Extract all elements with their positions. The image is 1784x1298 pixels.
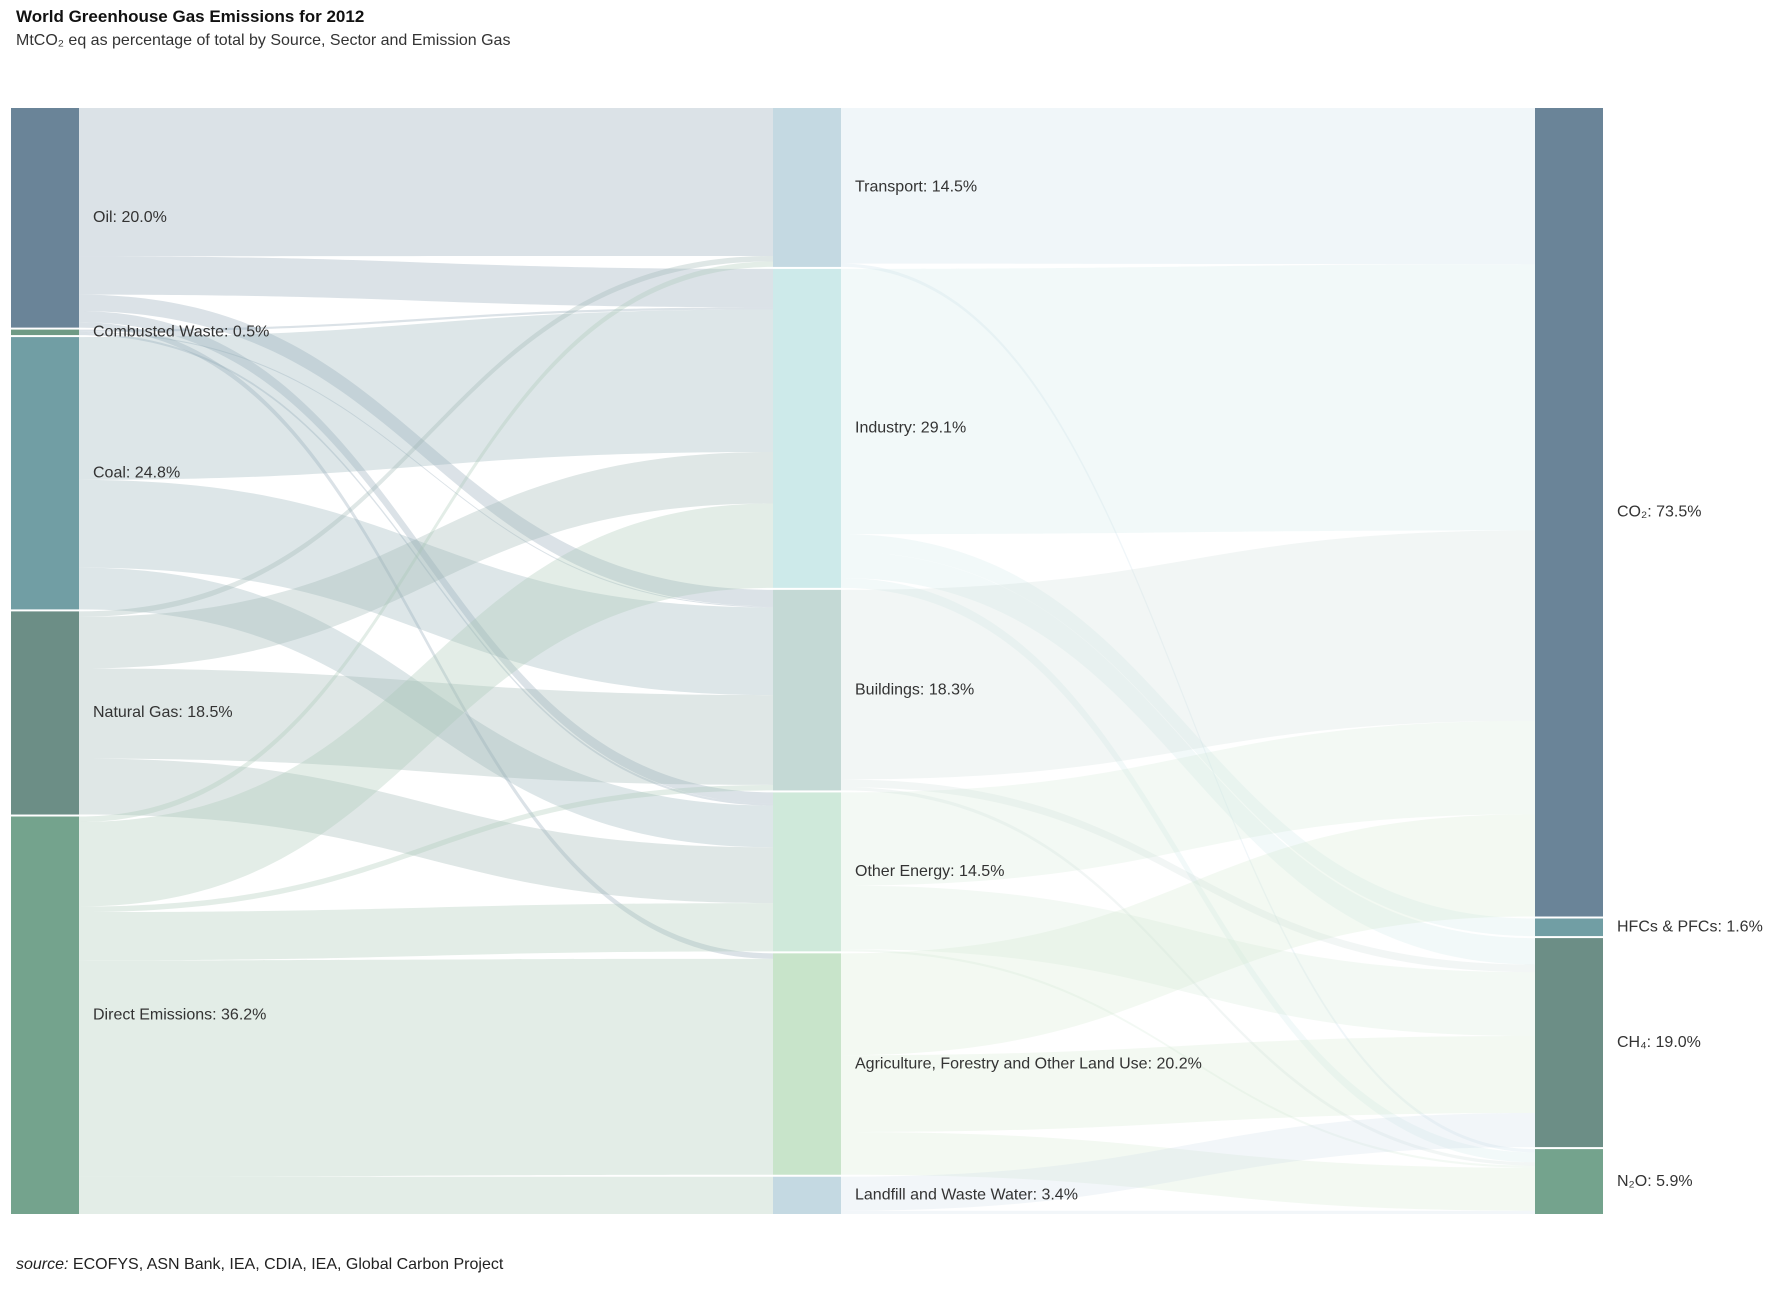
link-direct-to-otherenergy <box>79 903 773 961</box>
link-afolu-to-co2 <box>841 814 1535 1056</box>
link-otherenergy-to-ch4 <box>841 885 1535 1036</box>
node-oil <box>11 108 79 328</box>
link-direct-to-landfill <box>79 1176 773 1214</box>
node-gas <box>11 611 79 815</box>
link-oil-to-buildings <box>79 294 773 607</box>
link-gas-to-otherenergy <box>79 758 773 904</box>
nodes-layer <box>11 108 1603 1214</box>
labels-layer: Oil: 20.0% Combusted Waste: 0.5% Coal: 24.… <box>93 179 1763 1204</box>
link-direct-to-transport <box>79 261 773 823</box>
node-label-ch4: CH₄: 19.0% <box>1617 1034 1701 1051</box>
link-buildings-to-ch4 <box>841 779 1535 973</box>
node-label-n2o: N₂O: 5.9% <box>1617 1173 1693 1190</box>
link-otherenergy-to-n2o <box>841 949 1535 1168</box>
link-gas-to-buildings <box>79 668 773 785</box>
node-waste <box>11 329 79 336</box>
node-label-coal: Coal: 24.8% <box>93 464 180 481</box>
link-buildings-to-co2 <box>841 530 1535 780</box>
node-label-transport: Transport: 14.5% <box>855 179 977 196</box>
link-oil-to-afolu <box>79 322 773 959</box>
link-coal-to-otherenergy <box>79 567 773 848</box>
node-label-direct: Direct Emissions: 36.2% <box>93 1006 266 1023</box>
source-note: source: ECOFYS, ASN Bank, IEA, CDIA, IEA… <box>16 1256 503 1274</box>
node-coal <box>11 337 79 610</box>
link-direct-to-afolu <box>79 958 773 1177</box>
link-industry-to-n2o <box>841 577 1535 1163</box>
node-hfc <box>1535 918 1603 937</box>
link-oil-to-otherenergy <box>79 311 773 804</box>
link-direct-to-industry <box>79 503 773 907</box>
link-landfill-to-ch4 <box>841 1113 1535 1211</box>
link-oil-to-industry <box>79 256 773 308</box>
node-label-buildings: Buildings: 18.3% <box>855 681 974 698</box>
links-layer <box>79 108 1535 1214</box>
link-industry-to-ch4 <box>841 551 1535 965</box>
node-buildings <box>773 589 841 791</box>
node-label-waste: Combusted Waste: 0.5% <box>93 324 269 341</box>
link-coal-to-buildings <box>79 479 773 696</box>
link-afolu-to-n2o <box>841 1131 1535 1211</box>
link-buildings-to-n2o <box>841 787 1535 1166</box>
source-text: ECOFYS, ASN Bank, IEA, CDIA, IEA, Global… <box>68 1256 504 1273</box>
node-label-industry: Industry: 29.1% <box>855 420 966 437</box>
link-landfill-to-n2o <box>841 1210 1535 1214</box>
source-label: source: <box>16 1256 69 1273</box>
node-label-landfill: Landfill and Waste Water: 3.4% <box>855 1187 1078 1204</box>
chart-subtitle: MtCO₂ eq as percentage of total by Sourc… <box>16 32 511 49</box>
link-waste-to-buildings <box>79 331 773 608</box>
link-transport-to-co2 <box>841 108 1535 265</box>
link-industry-to-hfc <box>841 534 1535 937</box>
node-direct <box>11 816 79 1214</box>
node-ch4 <box>1535 938 1603 1148</box>
link-industry-to-co2 <box>841 264 1535 535</box>
node-label-hfc: HFCs & PFCs: 1.6% <box>1617 919 1763 936</box>
link-afolu-to-ch4 <box>841 1036 1535 1132</box>
node-label-gas: Natural Gas: 18.5% <box>93 704 233 721</box>
node-transport <box>773 108 841 267</box>
node-label-otherenergy: Other Energy: 14.5% <box>855 863 1004 880</box>
link-transport-to-n2o <box>841 263 1535 1153</box>
link-waste-to-industry <box>79 307 773 332</box>
link-otherenergy-to-co2 <box>841 720 1535 886</box>
node-industry <box>773 268 841 588</box>
link-gas-to-transport <box>79 255 773 617</box>
node-afolu <box>773 953 841 1175</box>
node-co2 <box>1535 108 1603 917</box>
node-n2o <box>1535 1149 1603 1214</box>
node-landfill <box>773 1176 841 1214</box>
node-label-co2: CO₂: 73.5% <box>1617 503 1701 520</box>
link-oil-to-transport <box>79 108 773 257</box>
link-direct-to-buildings <box>79 784 773 913</box>
link-coal-to-industry <box>79 309 773 480</box>
link-waste-to-otherenergy <box>79 332 773 806</box>
chart-title: World Greenhouse Gas Emissions for 2012 <box>16 7 365 26</box>
node-label-oil: Oil: 20.0% <box>93 209 167 226</box>
node-otherenergy <box>773 792 841 952</box>
link-gas-to-industry <box>79 451 773 669</box>
node-label-afolu: Agriculture, Forestry and Other Land Use… <box>855 1055 1202 1072</box>
